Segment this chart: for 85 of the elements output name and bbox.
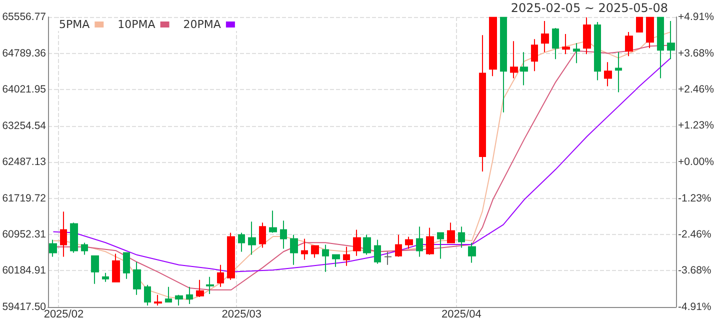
candlestick: [70, 222, 78, 254]
candlestick: [489, 16, 497, 77]
candlestick: [479, 34, 486, 172]
candlestick: [186, 286, 193, 304]
y2-tick-label: -1.23%: [678, 192, 712, 204]
candlestick: [615, 52, 622, 93]
x-tick-label: 2025/03: [222, 308, 262, 320]
candlestick: [646, 16, 654, 49]
candlestick: [500, 16, 507, 113]
candlestick: [102, 272, 109, 282]
legend-label: 5PMA: [58, 18, 90, 31]
y2-tick-label: +0.00%: [678, 156, 714, 168]
candlestick: [657, 16, 664, 79]
candlestick: [468, 242, 476, 264]
candlestick: [416, 226, 423, 258]
candlestick: [91, 255, 99, 284]
candlestick: [238, 232, 245, 252]
candlestick: [196, 279, 204, 298]
candlestick: [353, 229, 361, 256]
candlestick: [343, 246, 350, 266]
y-tick-label: 62487.13: [2, 156, 46, 168]
candlestick: [269, 210, 277, 234]
candlestick: [667, 20, 675, 60]
candlestick: [217, 264, 224, 288]
candlestick: [81, 242, 88, 256]
candlestick: [332, 254, 340, 268]
candlestick: [123, 252, 130, 280]
candlestick: [520, 52, 528, 86]
text: 2025-02-05 ~ 2025-05-08: [510, 1, 668, 15]
candlestick: [583, 16, 591, 55]
candlestick: [133, 261, 141, 296]
legend-label: 20PMA: [183, 18, 222, 31]
candlestick: [594, 22, 601, 81]
candlestick: [636, 16, 643, 33]
candlestick: [573, 42, 580, 64]
candlestick: [301, 238, 308, 260]
candlestick: [395, 234, 402, 258]
candlestick: [290, 234, 298, 266]
y-tick-label: 64021.95: [2, 84, 46, 96]
x-tick-label: 2025/04: [442, 308, 482, 320]
y-tick-label: 59417.50: [2, 301, 46, 313]
y2-tick-label: +1.23%: [678, 120, 714, 132]
y2-tick-label: -2.46%: [678, 228, 712, 241]
candlestick: [447, 222, 455, 244]
y-tick-label: 60952.31: [2, 228, 46, 240]
candlestick: [374, 239, 381, 264]
candlestick: [510, 40, 518, 79]
candlestick: [384, 251, 392, 266]
candlestick: [604, 62, 612, 87]
candlestick: [144, 284, 151, 306]
x-tick-label: 2025/02: [44, 308, 84, 320]
candlestick: [175, 294, 183, 306]
y-tick-label: 64789.36: [2, 47, 46, 60]
y-tick-label: 65556.77: [2, 11, 46, 23]
candlestick: [437, 232, 444, 260]
candlestick: [405, 236, 413, 250]
candlestick: [280, 220, 287, 250]
candlestick: [562, 34, 570, 55]
y-tick-label: 63254.54: [2, 120, 46, 132]
candlestick: [625, 32, 633, 57]
y2-tick-label: -3.68%: [678, 264, 712, 277]
candlestick: [322, 244, 329, 272]
candlestick: [259, 222, 266, 248]
legend-label: 10PMA: [118, 18, 156, 31]
candlestick: [552, 28, 559, 60]
y2-tick-label: -4.91%: [678, 301, 712, 313]
candlestick: [227, 232, 235, 280]
candlestick: [458, 226, 465, 248]
candlestick: [541, 20, 549, 53]
candlestick: [165, 286, 172, 302]
y-tick-label: 60184.91: [2, 264, 46, 277]
y2-tick-label: +3.68%: [678, 47, 714, 60]
candlestick: [49, 239, 57, 258]
y2-tick-label: +2.46%: [678, 83, 714, 96]
candlestick: [248, 221, 256, 256]
candlestick: [363, 234, 371, 256]
candlestick: [311, 245, 319, 258]
candlestick: [426, 227, 434, 256]
candlestick: [531, 38, 538, 72]
y-tick-label: 61719.72: [2, 192, 46, 204]
candlestick: [206, 276, 214, 294]
candlestick: [60, 211, 67, 258]
candlestick: [154, 294, 162, 306]
candlestick: [112, 253, 120, 282]
y2-tick-label: +4.91%: [678, 11, 714, 23]
